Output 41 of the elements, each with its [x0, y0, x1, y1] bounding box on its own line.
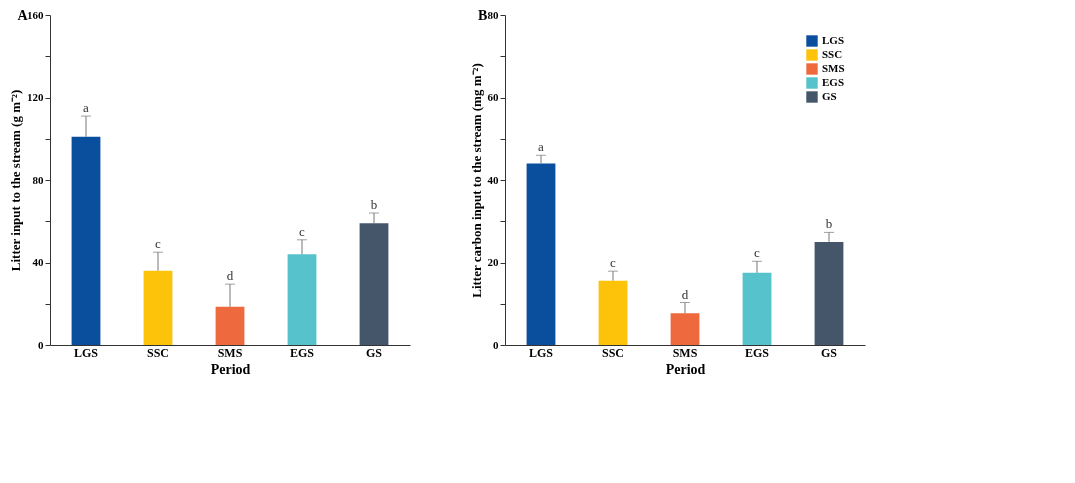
x-tick-label: GS: [365, 345, 383, 360]
x-tick-label: EGS: [289, 345, 315, 360]
y-tick-label: 80: [32, 173, 44, 186]
y-tick-label: 40: [487, 173, 499, 186]
y-tick-label: 0: [493, 338, 499, 351]
annotation: c: [299, 223, 306, 239]
annotation: c: [754, 245, 761, 261]
x-axis-title: Period: [210, 361, 251, 377]
y-axis-title: Litter input to the stream (g m⁻²): [8, 89, 23, 272]
x-tick-label: GS: [820, 345, 838, 360]
annotation: d: [681, 286, 689, 302]
x-tick-label: EGS: [744, 345, 770, 360]
x-tick-label: SSC: [601, 345, 625, 360]
annotation: c: [155, 236, 162, 252]
annotation: b: [825, 216, 833, 232]
y-tick-label: 20: [487, 256, 499, 268]
x-tick-label: SMS: [217, 345, 243, 360]
annotation: b: [370, 197, 378, 212]
annotation: a: [83, 100, 90, 116]
y-axis-title: Litter carbon input to the stream (mg m⁻²): [468, 63, 484, 298]
chart-title: B: [478, 8, 488, 23]
y-tick-label: 60: [487, 91, 499, 103]
legend-label: LGS: [822, 34, 845, 46]
annotation: d: [226, 268, 234, 284]
y-tick-label: 40: [32, 256, 44, 268]
annotation: c: [610, 255, 617, 271]
y-tick-label: 80: [487, 8, 499, 21]
chart-title: A: [17, 8, 29, 23]
y-tick-label: 0: [38, 338, 44, 351]
y-tick-label: 120: [27, 91, 44, 103]
x-tick-label: SMS: [672, 345, 698, 360]
x-tick-label: LGS: [73, 345, 99, 360]
y-tick-label: 160: [27, 8, 44, 21]
legend-label: SMS: [822, 62, 845, 74]
legend-label: GS: [822, 90, 837, 102]
legend-label: EGS: [822, 76, 845, 88]
annotation: a: [538, 139, 545, 155]
x-tick-label: LGS: [528, 345, 554, 360]
x-tick-label: SSC: [146, 345, 170, 360]
legend-label: SSC: [822, 48, 843, 60]
x-axis-title: Period: [665, 361, 706, 377]
